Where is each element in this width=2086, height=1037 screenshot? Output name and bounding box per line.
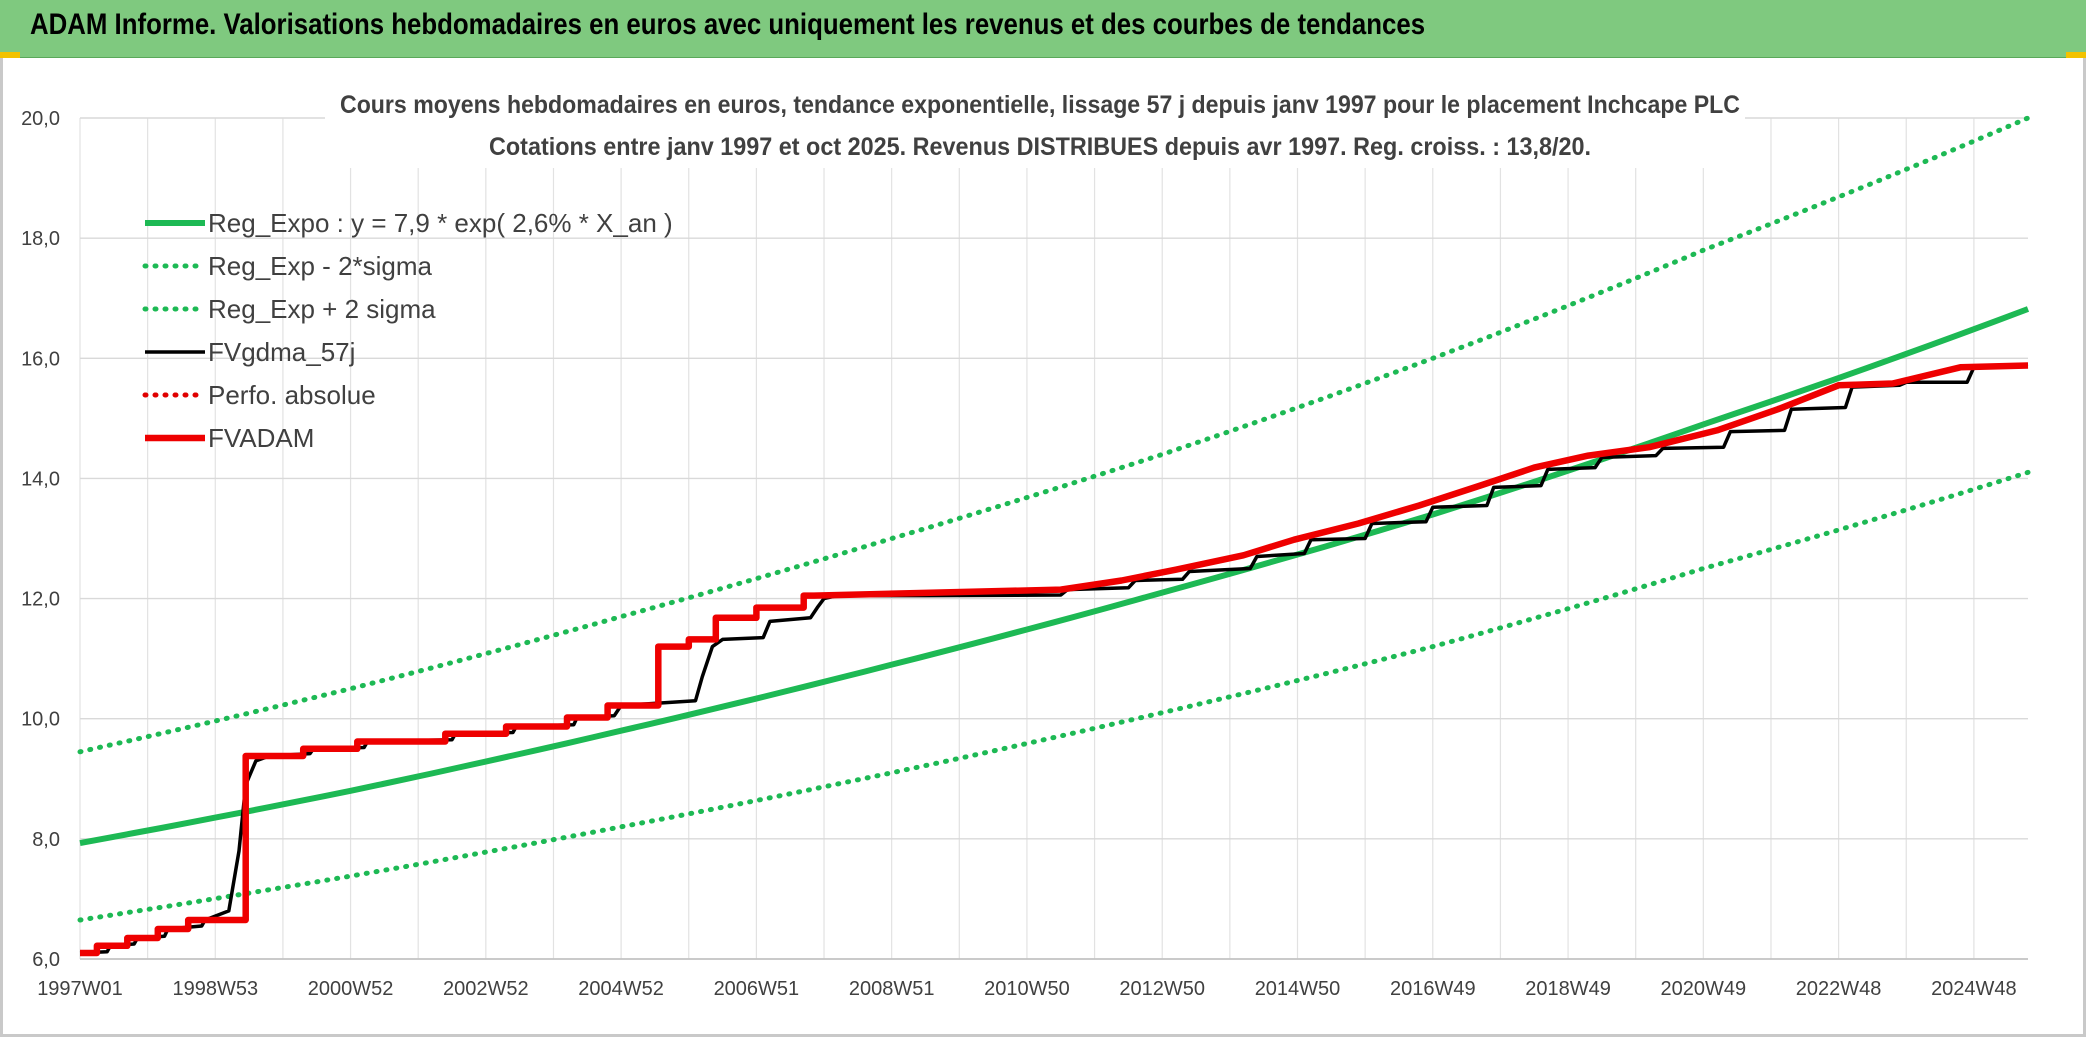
series-line-reg-exp-2-sigma — [77, 469, 2031, 923]
header-banner: ADAM Informe. Valorisations hebdomadaire… — [0, 0, 2086, 58]
legend-label: FVADAM — [208, 423, 314, 453]
gridlines — [79, 117, 2028, 960]
legend-label: Reg_Exp + 2 sigma — [208, 294, 436, 324]
value-series — [79, 362, 2029, 957]
x-tick-label: 2018W49 — [1525, 978, 1611, 1000]
trend-series — [77, 115, 2031, 923]
title-background — [325, 82, 1745, 168]
x-tick-label: 2010W50 — [984, 978, 1070, 1000]
chart-subtitle: Cotations entre janv 1997 et oct 2025. R… — [489, 133, 1591, 161]
x-tick-label: 2000W52 — [308, 978, 394, 1000]
series-line-reg-expo-y-7-9-exp-2-6-x-an — [79, 306, 2030, 847]
x-tick-label: 2016W49 — [1390, 978, 1476, 1000]
y-tick-label: 14,0 — [21, 468, 60, 490]
legend-label: Reg_Expo : y = 7,9 * exp( 2,6% * X_an ) — [208, 208, 673, 238]
legend-label: Reg_Exp - 2*sigma — [208, 251, 433, 281]
y-tick-label: 12,0 — [21, 589, 60, 611]
x-tick-label: 1997W01 — [37, 978, 123, 1000]
y-tick-label: 10,0 — [21, 709, 60, 731]
chart-title: Cours moyens hebdomadaires en euros, ten… — [340, 91, 1740, 119]
chart-titles: Cours moyens hebdomadaires en euros, ten… — [325, 82, 1745, 168]
x-tick-label: 2002W52 — [443, 978, 529, 1000]
chart-frame — [0, 58, 2086, 1037]
x-tick-label: 2020W49 — [1661, 978, 1747, 1000]
x-tick-label: 2004W52 — [578, 978, 664, 1000]
page-title: ADAM Informe. Valorisations hebdomadaire… — [30, 8, 1426, 41]
x-tick-label: 2024W48 — [1931, 978, 2017, 1000]
series-line-reg-exp-2-sigma — [77, 115, 2031, 755]
y-tick-label: 8,0 — [32, 829, 60, 851]
y-tick-label: 20,0 — [21, 108, 60, 130]
x-tick-label: 2012W50 — [1119, 978, 1205, 1000]
x-tick-label: 2008W51 — [849, 978, 935, 1000]
legend: Reg_Expo : y = 7,9 * exp( 2,6% * X_an ) R… — [142, 208, 673, 453]
frame-corner-left — [0, 52, 20, 58]
frame-corner-right — [2066, 52, 2086, 58]
y-tick-label: 6,0 — [32, 949, 60, 971]
axes: 6,0 8,0 10,0 12,0 14,0 16,0 18,0 20,0 1997W01 199… — [21, 108, 2028, 1000]
series-line-fvgdma-57j — [79, 362, 2029, 955]
y-tick-label: 16,0 — [21, 348, 60, 370]
legend-label: Perfo. absolue — [208, 380, 376, 410]
series-line-fvadam — [80, 362, 2029, 957]
y-tick-label: 18,0 — [21, 228, 60, 250]
x-tick-label: 2014W50 — [1255, 978, 1341, 1000]
x-tick-label: 2006W51 — [714, 978, 800, 1000]
legend-label: FVgdma_57j — [208, 337, 355, 367]
x-tick-label: 2022W48 — [1796, 978, 1882, 1000]
x-tick-label: 1998W53 — [172, 978, 258, 1000]
